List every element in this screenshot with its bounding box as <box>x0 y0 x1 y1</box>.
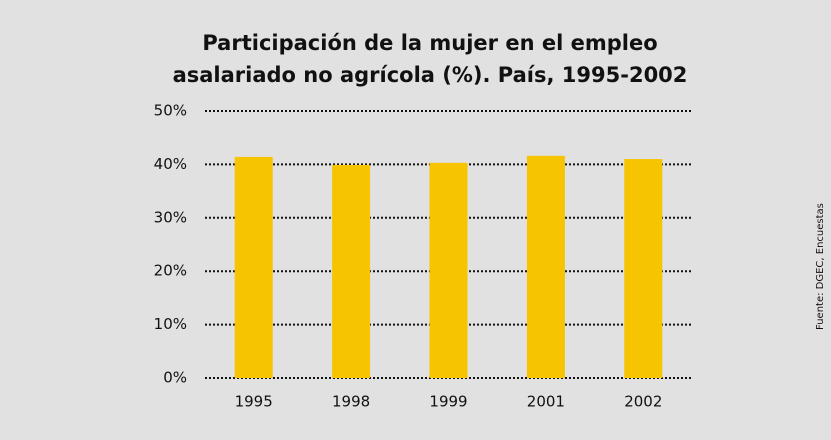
x-tick-label: 1998 <box>332 393 370 411</box>
x-tick-label: 1995 <box>235 393 273 411</box>
x-tick-label: 2002 <box>624 393 662 411</box>
chart-title: Participación de la mujer en el empleo <box>202 31 657 55</box>
source-note: Fuente: DGEC, Encuestas <box>815 203 826 330</box>
bar <box>234 156 273 378</box>
bar <box>332 164 371 378</box>
y-tick-label: 30% <box>154 208 187 226</box>
bar <box>624 159 663 378</box>
y-tick-label: 20% <box>154 262 187 280</box>
y-tick-label: 10% <box>154 315 187 333</box>
x-tick-label: 2001 <box>527 393 565 411</box>
x-tick-label: 1999 <box>429 393 467 411</box>
bar <box>526 155 565 378</box>
y-tick-label: 0% <box>163 369 187 387</box>
y-tick-label: 40% <box>154 155 187 173</box>
chart-title: asalariado no agrícola (%). País, 1995-2… <box>173 63 688 87</box>
y-tick-label: 50% <box>154 102 187 120</box>
bar <box>429 162 468 378</box>
